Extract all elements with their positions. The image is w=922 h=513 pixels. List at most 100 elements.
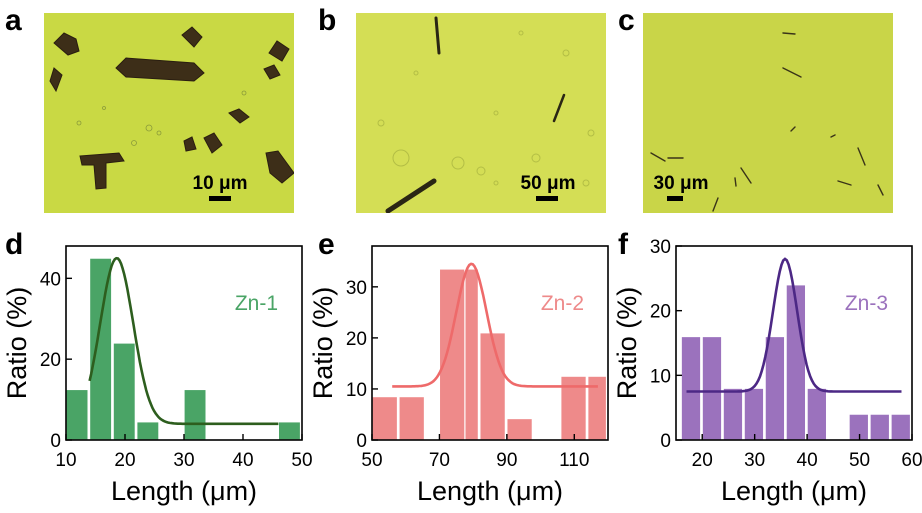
y-tick-label: 10 xyxy=(650,366,671,387)
scale-bar xyxy=(667,196,683,201)
crystal xyxy=(263,64,281,80)
panel-label-f: f xyxy=(618,228,628,261)
histogram-d-svg: 10 20 30 40 50 0 20 40 Length (μm) Ratio (%) Zn-1 xyxy=(2,245,313,506)
histogram-bar xyxy=(743,387,765,441)
crystal xyxy=(228,108,250,124)
histogram-bar xyxy=(680,335,702,441)
histogram-bar xyxy=(112,342,136,441)
needle-crystal xyxy=(782,67,802,78)
series-name-label: Zn-2 xyxy=(541,292,584,315)
x-tick-label: 20 xyxy=(692,450,713,471)
debris-group xyxy=(76,90,247,146)
panel-label-a: a xyxy=(5,4,22,37)
gaussian-fit-line xyxy=(88,256,279,426)
crystal xyxy=(203,132,223,154)
scale-bar-label: 50 μm xyxy=(521,173,576,194)
gaussian-fit-line xyxy=(686,257,902,393)
y-tick-label: 20 xyxy=(40,350,61,371)
y-tick-label: 40 xyxy=(40,269,61,290)
x-tick-label: 50 xyxy=(291,450,312,471)
y-tick-label: 10 xyxy=(346,380,367,401)
bubble-group xyxy=(377,30,595,187)
needle-crystal xyxy=(837,180,852,186)
histogram-bar xyxy=(722,387,744,441)
histogram-bar xyxy=(277,421,302,441)
histogram-bar xyxy=(65,388,89,441)
histogram-bar xyxy=(136,421,160,441)
panel-label-d: d xyxy=(5,228,24,261)
histogram-bar xyxy=(764,335,786,441)
scale-bar-label: 10 μm xyxy=(193,173,248,194)
x-tick-label: 40 xyxy=(232,450,253,471)
y-tick-label: 30 xyxy=(650,237,671,258)
x-axis-label: Length (μm) xyxy=(111,476,257,506)
micrograph-background xyxy=(356,13,606,213)
histogram-bar xyxy=(183,388,207,441)
needle-group xyxy=(650,32,884,212)
needle-crystal xyxy=(740,167,752,184)
gaussian-fit-line xyxy=(392,262,598,388)
needle-crystal xyxy=(830,134,836,138)
crystal xyxy=(183,136,197,152)
histogram-bar xyxy=(890,413,912,441)
needle-crystal xyxy=(552,93,566,123)
crystal xyxy=(265,150,294,184)
histogram-bar xyxy=(806,387,828,441)
micrograph-c: 30 μm xyxy=(643,13,893,213)
needle-crystal xyxy=(712,197,719,212)
histogram-bar xyxy=(701,335,723,441)
y-tick-label: 30 xyxy=(346,278,367,299)
y-axis-label: Ratio (%) xyxy=(2,287,32,400)
histogram-bar xyxy=(479,332,506,441)
crystal xyxy=(268,40,290,62)
panel-label-c: c xyxy=(618,4,635,37)
x-tick-label: 50 xyxy=(361,450,382,471)
crystal xyxy=(79,152,125,190)
crystal xyxy=(49,67,63,93)
needle-group xyxy=(385,16,566,213)
crystal xyxy=(115,57,205,82)
histogram-bar xyxy=(848,413,870,441)
y-tick-label: 0 xyxy=(356,431,367,452)
x-tick-label: 20 xyxy=(114,450,135,471)
histogram-d: 10 20 30 40 50 0 20 40 Length (μm) Ratio (%) Zn-1 xyxy=(0,232,313,513)
x-tick-label: 60 xyxy=(901,450,922,471)
scale-bar xyxy=(536,196,558,201)
x-tick-label: 110 xyxy=(559,450,589,471)
histogram-e-svg: 50 70 90 110 0 10 20 30 Length (μm) Ratio (%) Zn-2 xyxy=(308,245,609,506)
histogram-f-svg: 20 30 40 50 60 0 10 20 30 Length (μm) Ratio (%) Zn-… xyxy=(612,237,922,506)
crystal xyxy=(53,32,80,56)
x-tick-label: 50 xyxy=(849,450,870,471)
y-tick-label: 0 xyxy=(660,431,671,452)
y-tick-label: 20 xyxy=(650,302,671,323)
crystal xyxy=(181,26,203,48)
panel-label-e: e xyxy=(318,228,335,261)
x-tick-label: 10 xyxy=(55,450,76,471)
x-tick-label: 70 xyxy=(429,450,450,471)
needle-crystal xyxy=(650,152,666,162)
x-tick-label: 90 xyxy=(496,450,517,471)
x-axis-label: Length (μm) xyxy=(721,476,867,506)
histogram-f: 20 30 40 50 60 0 10 20 30 Length (μm) Ratio (%) Zn-… xyxy=(610,232,922,513)
histogram-bar xyxy=(371,396,399,441)
needle-crystal xyxy=(734,177,737,187)
series-name-label: Zn-3 xyxy=(845,292,888,315)
histogram-bar xyxy=(88,257,113,441)
crystal-group xyxy=(49,26,294,190)
plot-frame xyxy=(371,245,609,441)
y-tick-label: 0 xyxy=(50,431,61,452)
histogram-bar xyxy=(869,413,891,441)
scale-bar xyxy=(209,196,231,201)
micrograph-background xyxy=(643,13,893,213)
y-tick-label: 20 xyxy=(346,329,367,350)
needle-crystal xyxy=(385,178,437,213)
x-axis-label: Length (μm) xyxy=(417,476,563,506)
scale-bar-label: 30 μm xyxy=(654,173,709,194)
needle-crystal xyxy=(782,32,796,35)
needle-crystal xyxy=(857,147,866,166)
x-tick-label: 30 xyxy=(173,450,194,471)
histogram-bar xyxy=(506,417,533,441)
micrograph-a: 10 μm xyxy=(44,13,294,213)
micrograph-background xyxy=(44,13,294,213)
histogram-bar xyxy=(398,396,426,441)
